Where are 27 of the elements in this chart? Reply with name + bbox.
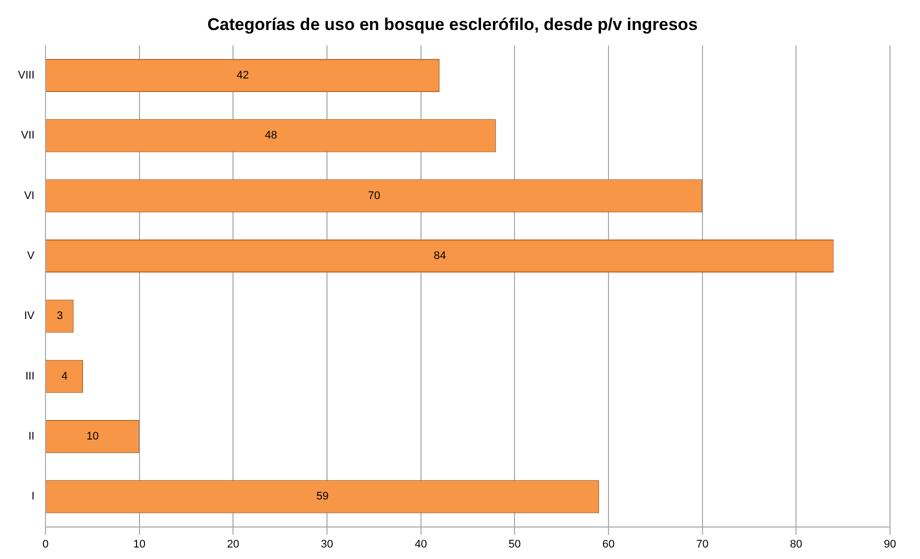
data-label: 42 xyxy=(236,70,249,82)
data-label: 3 xyxy=(56,310,63,322)
x-tick-label: 60 xyxy=(602,538,615,550)
data-label: 84 xyxy=(434,250,446,262)
data-label: 59 xyxy=(316,490,329,503)
y-tick-label: VI xyxy=(24,190,35,202)
x-tick-label: 50 xyxy=(508,538,521,550)
x-tick-label: 80 xyxy=(790,538,802,550)
x-tick-label: 30 xyxy=(320,538,334,550)
x-tick-label: 20 xyxy=(227,538,240,550)
x-tick-label: 70 xyxy=(696,538,708,550)
y-tick-label: VIII xyxy=(18,70,35,82)
data-label: 48 xyxy=(264,130,278,142)
y-tick-label: I xyxy=(31,490,35,503)
x-tick-label: 10 xyxy=(133,538,146,550)
x-tick-label: 90 xyxy=(884,538,896,550)
data-label: 70 xyxy=(368,190,380,202)
x-tick-label: 40 xyxy=(414,538,427,550)
y-tick-label: V xyxy=(27,250,36,262)
chart-title: Categorías de uso en bosque esclerófilo, desde p/v ingresos xyxy=(207,14,698,34)
y-tick-label: IV xyxy=(24,310,36,322)
x-tick-label: 0 xyxy=(42,538,49,550)
y-tick-label: II xyxy=(28,430,35,443)
y-tick-label: III xyxy=(25,370,35,382)
data-label: 10 xyxy=(86,430,99,443)
data-label: 4 xyxy=(61,370,68,382)
y-tick-label: VII xyxy=(21,130,35,142)
